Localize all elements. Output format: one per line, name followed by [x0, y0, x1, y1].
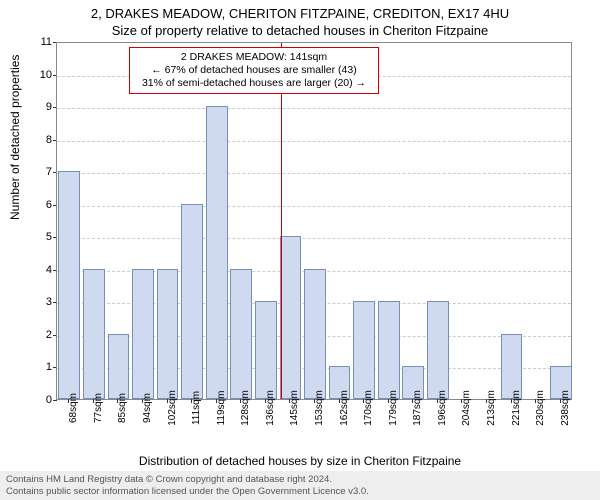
bar	[132, 269, 154, 399]
annot-line2: ← 67% of detached houses are smaller (43…	[136, 64, 372, 77]
bar	[181, 204, 203, 399]
title-sub: Size of property relative to detached ho…	[0, 23, 600, 40]
x-tick-label: 128sqm	[240, 390, 251, 426]
bar	[280, 236, 302, 399]
x-tick-label: 77sqm	[93, 393, 104, 423]
bar	[255, 301, 277, 399]
y-axis-label: Number of detached properties	[8, 55, 22, 220]
bar	[378, 301, 400, 399]
footer-credits: Contains HM Land Registry data © Crown c…	[0, 471, 600, 500]
x-tick-label: 196sqm	[437, 390, 448, 426]
reference-line	[281, 43, 282, 399]
y-tick-label: 1	[32, 361, 52, 373]
y-tick-label: 7	[32, 166, 52, 178]
bar	[157, 269, 179, 399]
bar	[108, 334, 130, 399]
y-tick-label: 2	[32, 329, 52, 341]
title-main: 2, DRAKES MEADOW, CHERITON FITZPAINE, CR…	[0, 6, 600, 23]
bar	[427, 301, 449, 399]
y-tick-label: 4	[32, 264, 52, 276]
annot-line1: 2 DRAKES MEADOW: 141sqm	[136, 51, 372, 64]
x-tick-label: 68sqm	[68, 393, 79, 423]
chart-plot-area: 2 DRAKES MEADOW: 141sqm ← 67% of detache…	[56, 42, 572, 400]
bar	[58, 171, 80, 399]
bar	[230, 269, 252, 399]
bar	[206, 106, 228, 399]
footer-line2: Contains public sector information licen…	[6, 486, 594, 497]
x-tick-label: 230sqm	[535, 390, 546, 426]
x-tick-label: 94sqm	[142, 393, 153, 423]
y-tick-label: 10	[32, 69, 52, 81]
x-tick-label: 170sqm	[363, 390, 374, 426]
x-tick-label: 221sqm	[511, 390, 522, 426]
y-tick-label: 5	[32, 231, 52, 243]
x-tick-label: 238sqm	[560, 390, 571, 426]
y-tick-label: 8	[32, 134, 52, 146]
x-tick-label: 204sqm	[461, 390, 472, 426]
x-tick-label: 136sqm	[265, 390, 276, 426]
x-tick-label: 85sqm	[117, 393, 128, 423]
x-tick-label: 111sqm	[191, 391, 202, 425]
bar	[83, 269, 105, 399]
x-tick-label: 179sqm	[388, 390, 399, 426]
y-tick-label: 11	[32, 36, 52, 48]
x-axis-label: Distribution of detached houses by size …	[0, 454, 600, 468]
x-tick-label: 213sqm	[486, 390, 497, 426]
x-tick-label: 153sqm	[314, 390, 325, 426]
bar	[353, 301, 375, 399]
y-tick-label: 9	[32, 101, 52, 113]
chart-title: 2, DRAKES MEADOW, CHERITON FITZPAINE, CR…	[0, 0, 600, 40]
footer-line1: Contains HM Land Registry data © Crown c…	[6, 474, 594, 485]
x-tick-label: 162sqm	[339, 390, 350, 426]
x-tick-label: 187sqm	[412, 390, 423, 426]
y-tick-label: 6	[32, 199, 52, 211]
x-tick-label: 145sqm	[289, 390, 300, 426]
y-tick-label: 0	[32, 394, 52, 406]
annot-line3: 31% of semi-detached houses are larger (…	[136, 77, 372, 90]
annotation-box: 2 DRAKES MEADOW: 141sqm ← 67% of detache…	[129, 47, 379, 94]
x-tick-label: 102sqm	[167, 390, 178, 426]
x-tick-label: 119sqm	[216, 391, 227, 426]
bar	[304, 269, 326, 399]
y-tick-label: 3	[32, 296, 52, 308]
